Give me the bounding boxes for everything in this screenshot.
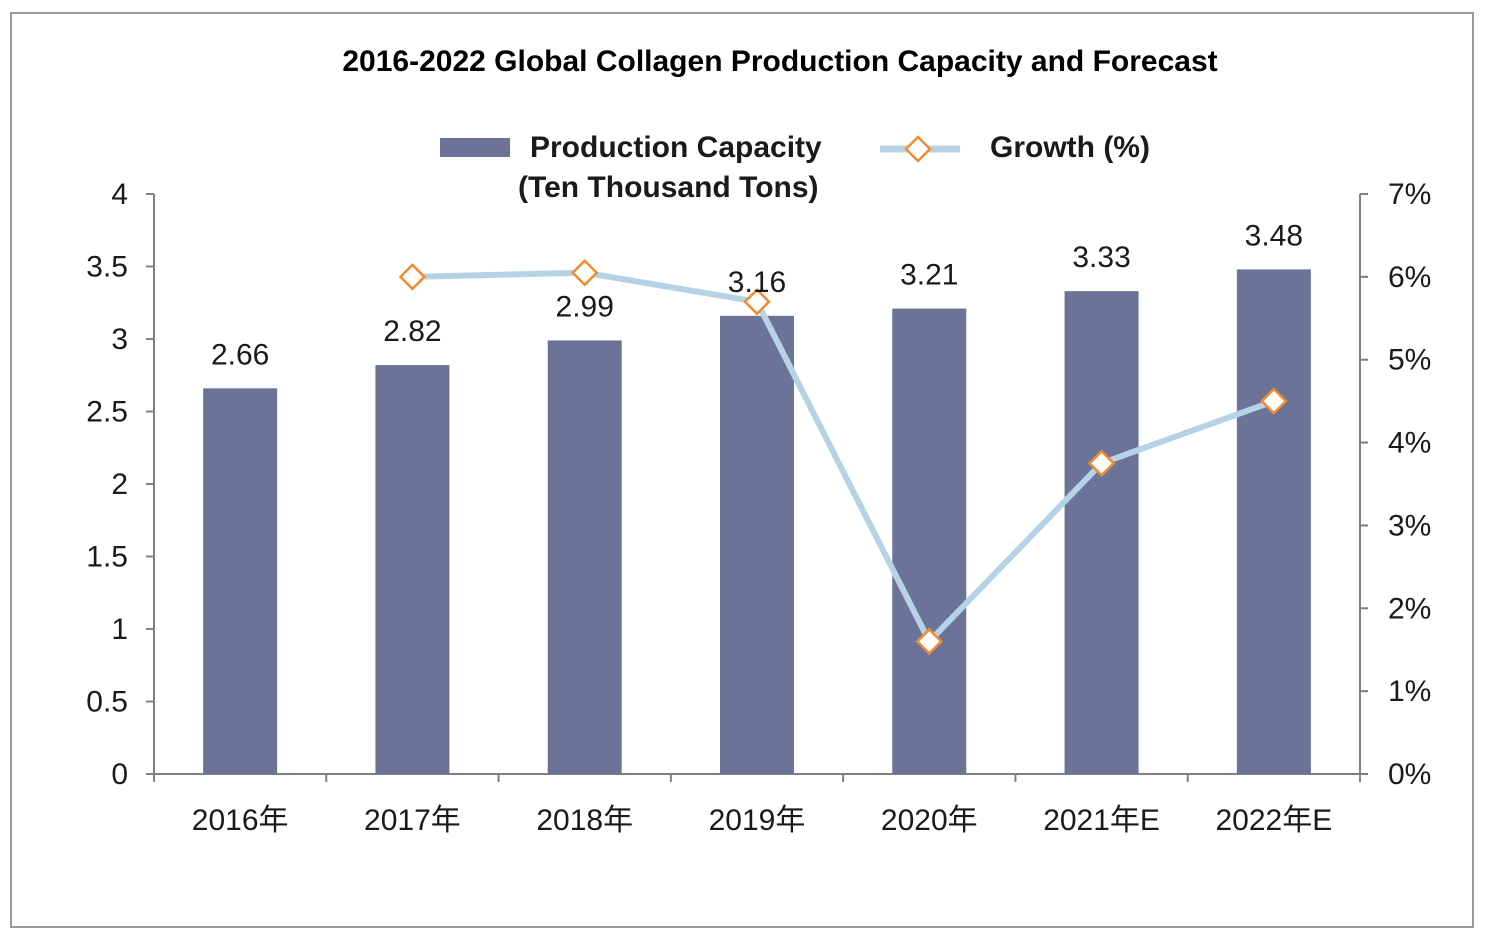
bar-value-label: 3.48 [1245, 219, 1303, 252]
left-axis-tick-label: 0.5 [86, 686, 128, 719]
bar-value-label: 2.99 [556, 290, 614, 323]
growth-point-marker [570, 258, 599, 287]
right-axis-tick-label: 7% [1388, 178, 1431, 211]
x-axis-category-label: 2019年 [709, 804, 806, 837]
growth-point-marker [1087, 449, 1116, 478]
legend-label-production-capacity-line2: (Ten Thousand Tons) [518, 171, 819, 204]
left-axis-tick-label: 0 [111, 758, 128, 791]
legend-swatch-production-capacity [440, 138, 510, 157]
bar-production-capacity [892, 308, 967, 774]
growth-point-marker [1260, 387, 1288, 415]
right-axis-tick-label: 0% [1388, 758, 1431, 791]
left-axis-tick-label: 2.5 [86, 396, 128, 429]
bar-value-label: 2.82 [383, 315, 441, 348]
left-axis-tick-label: 1 [111, 613, 128, 646]
bar-value-label: 3.16 [728, 266, 786, 299]
bar-production-capacity [375, 365, 450, 774]
right-axis-tick-label: 2% [1388, 592, 1431, 625]
bar-value-label: 3.21 [900, 259, 958, 292]
bar-production-capacity [1236, 269, 1311, 774]
growth-line-group [398, 258, 1288, 656]
right-axis-tick-label: 5% [1388, 344, 1431, 377]
bar-value-label: 3.33 [1072, 241, 1130, 274]
bar-value-label: 2.66 [211, 338, 269, 371]
left-axis-tick-label: 3.5 [86, 251, 128, 284]
value-labels: 2.66 2.82 2.99 3.16 3.21 3.33 3.48 [211, 219, 1303, 371]
growth-point-marker [743, 287, 771, 316]
growth-point-marker [915, 627, 944, 656]
left-axis-tick-label: 4 [111, 178, 128, 211]
right-axis-tick-label: 3% [1388, 509, 1431, 542]
x-axis-category-label: 2016年 [192, 804, 289, 837]
right-axis-tick-label: 4% [1388, 427, 1431, 460]
bar-production-capacity [1064, 291, 1139, 774]
bars [203, 269, 1311, 774]
legend-marker-growth [904, 135, 932, 163]
x-axis-category-label: 2021年E [1043, 804, 1160, 837]
x-axis-category-label: 2022年E [1215, 804, 1332, 837]
bar-production-capacity [547, 340, 622, 774]
chart-title: 2016-2022 Global Collagen Production Cap… [342, 45, 1217, 78]
growth-line [412, 269, 1275, 645]
left-axis-tick-label: 2 [111, 468, 128, 501]
legend-label-production-capacity-line1: Production Capacity [530, 131, 822, 164]
left-axis-tick-label: 3 [111, 323, 128, 356]
x-axis-category-label: 2017年 [364, 804, 461, 837]
bar-production-capacity [203, 388, 278, 774]
left-axis-tick-label: 1.5 [86, 541, 128, 574]
x-axis-category-label: 2020年 [881, 804, 978, 837]
legend: Production Capacity (Ten Thousand Tons) … [440, 131, 1150, 204]
axes: 0 0.5 1 1.5 2 2.5 3 3.5 4 0% 1% 2% 3% 4% 5% 6% 7% 2016年 20… [86, 178, 1431, 837]
x-axis-category-label: 2018年 [536, 804, 633, 837]
right-axis-tick-label: 6% [1388, 261, 1431, 294]
legend-label-growth: Growth (%) [990, 131, 1150, 164]
growth-point-marker [398, 263, 427, 291]
bar-production-capacity [720, 315, 794, 774]
right-axis-tick-label: 1% [1388, 675, 1431, 708]
